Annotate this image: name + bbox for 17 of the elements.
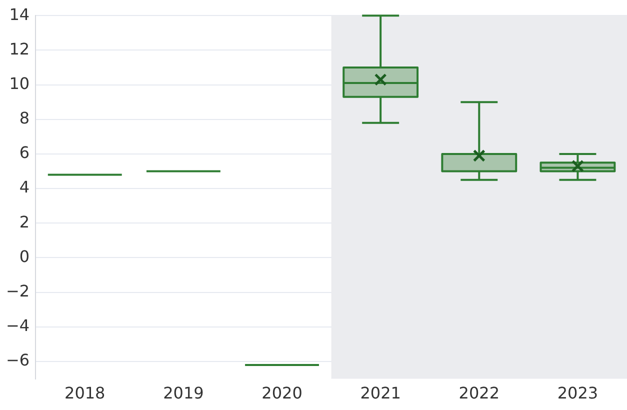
y-tick-label: 2 <box>19 212 30 232</box>
y-tick-label: 0 <box>19 246 30 266</box>
y-tick-label: −2 <box>6 281 30 300</box>
y-tick-label: 14 <box>9 4 30 24</box>
x-tick-label: 2021 <box>360 384 401 403</box>
y-tick-label: 8 <box>19 108 30 128</box>
x-tick-label: 2019 <box>163 384 204 403</box>
x-tick-label: 2023 <box>557 384 598 403</box>
y-tick-label: 6 <box>19 143 30 162</box>
y-tick-label: 12 <box>9 39 30 58</box>
y-tick-label: −4 <box>6 316 30 336</box>
x-tick-label: 2018 <box>64 384 106 403</box>
y-tick-label: −6 <box>6 350 30 370</box>
y-tick-label: 10 <box>9 74 30 93</box>
x-tick-label: 2020 <box>262 384 302 403</box>
y-tick-label: 4 <box>19 178 30 197</box>
x-tick-label: 2022 <box>458 384 500 403</box>
